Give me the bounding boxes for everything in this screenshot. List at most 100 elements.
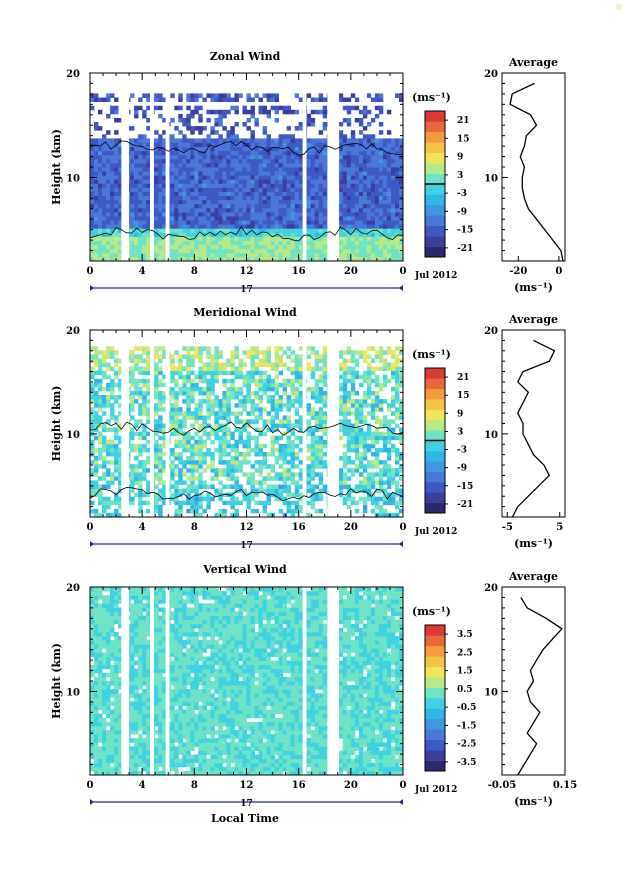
heatmap-cell bbox=[254, 427, 259, 433]
heatmap-cell bbox=[230, 370, 235, 376]
heatmap-cell bbox=[170, 138, 175, 143]
heatmap-cell bbox=[226, 464, 231, 469]
heatmap-cell bbox=[350, 460, 356, 465]
heatmap-cell bbox=[198, 154, 203, 160]
heatmap-cell bbox=[222, 109, 227, 115]
heatmap-cell bbox=[182, 162, 187, 168]
heatmap-cell bbox=[118, 496, 123, 502]
heatmap-cell bbox=[202, 171, 207, 176]
heatmap-cell bbox=[198, 407, 203, 412]
heatmap-cell bbox=[238, 252, 243, 258]
heatmap-cell bbox=[322, 358, 328, 363]
heatmap-cell bbox=[186, 97, 191, 102]
heatmap-cell bbox=[382, 468, 388, 473]
heatmap-cell bbox=[234, 158, 239, 164]
heatmap-cell bbox=[266, 195, 271, 201]
heatmap-cell bbox=[222, 256, 227, 262]
heatmap-cell bbox=[342, 207, 348, 213]
heatmap-cell bbox=[386, 252, 392, 258]
heatmap-cell bbox=[218, 109, 223, 115]
heatmap-cell bbox=[395, 154, 400, 160]
heatmap-cell bbox=[286, 216, 291, 221]
heatmap-cell bbox=[362, 154, 368, 160]
heatmap-cell bbox=[266, 411, 271, 416]
heatmap-cell bbox=[282, 378, 287, 384]
data-gap bbox=[121, 73, 130, 261]
heatmap-cell bbox=[250, 146, 255, 152]
heatmap-cell bbox=[290, 134, 295, 139]
heatmap-cell bbox=[218, 224, 223, 229]
heatmap-cell bbox=[378, 187, 384, 192]
heatmap-cell bbox=[170, 370, 175, 376]
heatmap-cell bbox=[282, 142, 287, 147]
heatmap-cell bbox=[370, 158, 376, 164]
heatmap-cell bbox=[322, 138, 328, 143]
heatmap-cell bbox=[391, 500, 396, 506]
heatmap-cell bbox=[90, 220, 95, 225]
heatmap-cell bbox=[154, 403, 159, 408]
heatmap-cell bbox=[314, 399, 320, 404]
heatmap-cell bbox=[294, 504, 300, 510]
heatmap-cell bbox=[282, 476, 287, 481]
heatmap-cell bbox=[262, 240, 267, 246]
heatmap-cell bbox=[118, 423, 123, 428]
heatmap-cell bbox=[270, 452, 275, 457]
heatmap-cell bbox=[358, 122, 364, 127]
heatmap-cell bbox=[322, 452, 328, 457]
heatmap-cell bbox=[318, 224, 324, 229]
heatmap-cell bbox=[174, 366, 179, 372]
heatmap-cell bbox=[362, 252, 368, 258]
heatmap-cell bbox=[178, 93, 183, 98]
heatmap-cell bbox=[378, 97, 384, 102]
heatmap-cell bbox=[138, 435, 143, 441]
heatmap-cell bbox=[294, 228, 300, 233]
heatmap-cell bbox=[378, 220, 384, 225]
heatmap-cell bbox=[358, 407, 364, 412]
heatmap-cell bbox=[342, 452, 348, 457]
heatmap-cell bbox=[198, 216, 203, 221]
colorbar-swatch bbox=[425, 142, 445, 153]
heatmap-cell bbox=[94, 248, 99, 254]
heatmap-cell bbox=[246, 199, 251, 205]
heatmap-cell bbox=[250, 220, 255, 225]
heatmap-cell bbox=[238, 452, 243, 457]
heatmap-cell bbox=[358, 195, 364, 201]
heatmap-cell bbox=[246, 472, 251, 477]
heatmap-cell bbox=[378, 476, 384, 481]
heatmap-cell bbox=[118, 386, 123, 392]
heatmap-cell bbox=[310, 183, 316, 188]
heatmap-cell bbox=[186, 138, 191, 143]
heatmap-cell bbox=[118, 427, 123, 433]
heatmap-cell bbox=[346, 175, 352, 180]
heatmap-cell bbox=[370, 212, 376, 217]
heatmap-cell bbox=[106, 167, 111, 172]
heatmap-cell bbox=[286, 109, 291, 115]
heatmap-cell bbox=[238, 175, 243, 180]
colorbar-tick-label: -15 bbox=[457, 226, 473, 236]
heatmap-cell bbox=[366, 220, 372, 225]
heatmap-cell bbox=[346, 358, 352, 363]
heatmap-cell bbox=[266, 358, 271, 363]
heatmap-cell bbox=[374, 435, 380, 441]
heatmap-cell bbox=[162, 167, 167, 172]
heatmap-cell bbox=[242, 472, 247, 477]
heatmap-cell bbox=[358, 452, 364, 457]
heatmap-cell bbox=[202, 252, 207, 258]
heatmap-cell bbox=[194, 419, 199, 424]
heatmap-cell bbox=[366, 207, 372, 213]
heatmap-cell bbox=[210, 452, 215, 457]
heatmap-cell bbox=[186, 460, 191, 465]
heatmap-cell bbox=[118, 248, 123, 254]
heatmap-cell bbox=[146, 207, 151, 213]
heatmap-cell bbox=[298, 256, 304, 262]
heatmap-cell bbox=[322, 488, 328, 493]
heatmap-cell bbox=[242, 460, 247, 465]
heatmap-cell bbox=[190, 207, 195, 213]
heatmap-cell bbox=[322, 150, 328, 156]
heatmap-cell bbox=[130, 191, 135, 196]
heatmap-cell bbox=[298, 460, 304, 465]
heatmap-cell bbox=[94, 171, 99, 176]
heatmap-cells bbox=[90, 93, 404, 262]
heatmap-cell bbox=[342, 460, 348, 465]
panel-title: Meridional Wind bbox=[193, 306, 297, 319]
